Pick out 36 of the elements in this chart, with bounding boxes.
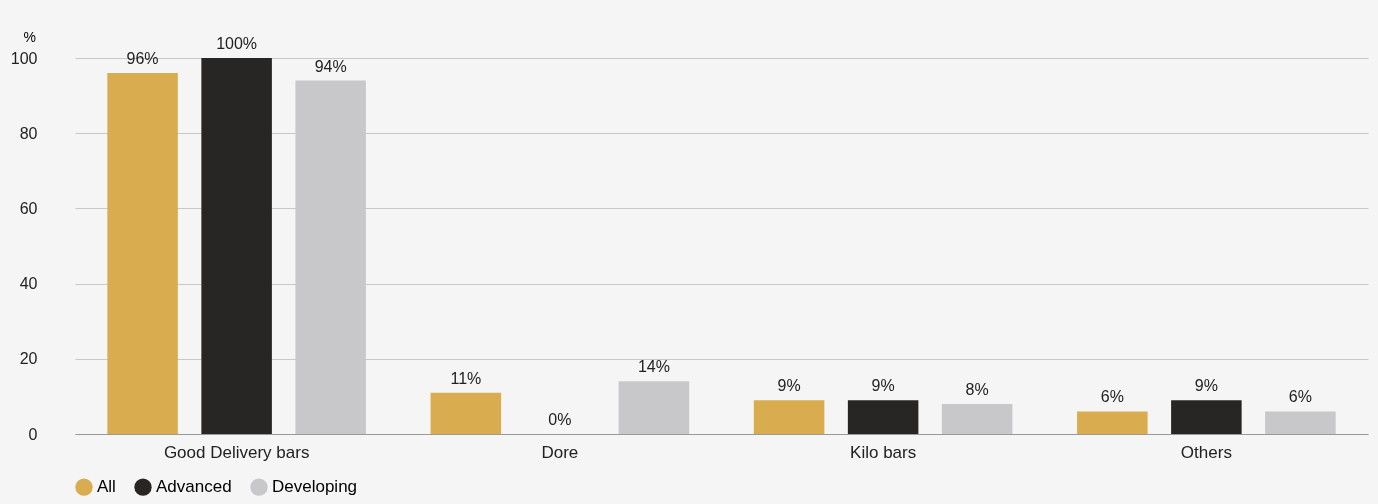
bar <box>618 381 690 434</box>
bar <box>201 58 272 434</box>
bar <box>1171 400 1242 434</box>
data-label: 6% <box>1288 388 1312 406</box>
data-label: 9% <box>1194 377 1218 395</box>
x-tick-label: Others <box>1180 442 1232 462</box>
bar <box>941 403 1013 434</box>
x-tick-label: Dore <box>541 442 579 462</box>
legend-label: Developing <box>272 477 358 497</box>
y-tick-label: 80 <box>19 124 38 142</box>
bar <box>430 392 502 434</box>
y-tick-label: 40 <box>19 275 38 293</box>
data-label: 9% <box>871 377 895 395</box>
data-label: 0% <box>548 411 572 428</box>
data-label: 11% <box>450 369 482 387</box>
y-axis-title: % <box>23 28 36 45</box>
data-label: 14% <box>637 358 670 376</box>
legend-label: Advanced <box>156 477 232 497</box>
data-label: 96% <box>126 50 159 68</box>
legend-label: All <box>97 477 116 497</box>
bar <box>753 400 825 434</box>
data-label: 100% <box>216 35 258 52</box>
data-label: 9% <box>777 377 801 395</box>
x-tick-label: Good Delivery bars <box>163 442 310 462</box>
y-tick-label: 20 <box>19 350 38 368</box>
y-tick-label: 100 <box>10 49 38 67</box>
bar <box>1077 411 1148 434</box>
x-tick-label: Kilo bars <box>850 442 917 462</box>
bar <box>1265 411 1336 434</box>
data-label: 6% <box>1100 388 1124 406</box>
bar <box>107 73 178 434</box>
bar <box>847 400 919 434</box>
y-tick-label: 0 <box>28 425 38 443</box>
y-tick-label: 60 <box>19 199 38 217</box>
data-label: 94% <box>314 57 347 75</box>
data-label: 8% <box>965 380 989 398</box>
